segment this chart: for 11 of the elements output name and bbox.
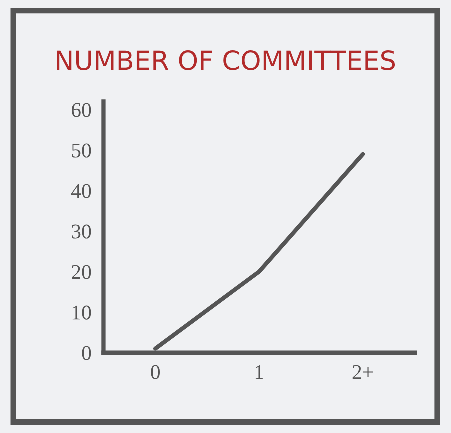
y-tick-label: 50 [72,144,92,158]
y-tick-label: 60 [72,103,92,118]
y-tick-label: 20 [72,265,92,280]
x-tick-label: 0 [151,365,160,380]
chart-title: NUMBER OF COMMITTEES [57,50,396,70]
x-tick-label: 2+ [352,365,374,380]
y-tick-label: 30 [72,224,92,239]
x-tick-label: 1 [256,365,264,380]
y-tick-label: 0 [82,346,92,360]
y-tick-label: 10 [72,306,92,320]
y-tick-label: 40 [72,184,92,198]
